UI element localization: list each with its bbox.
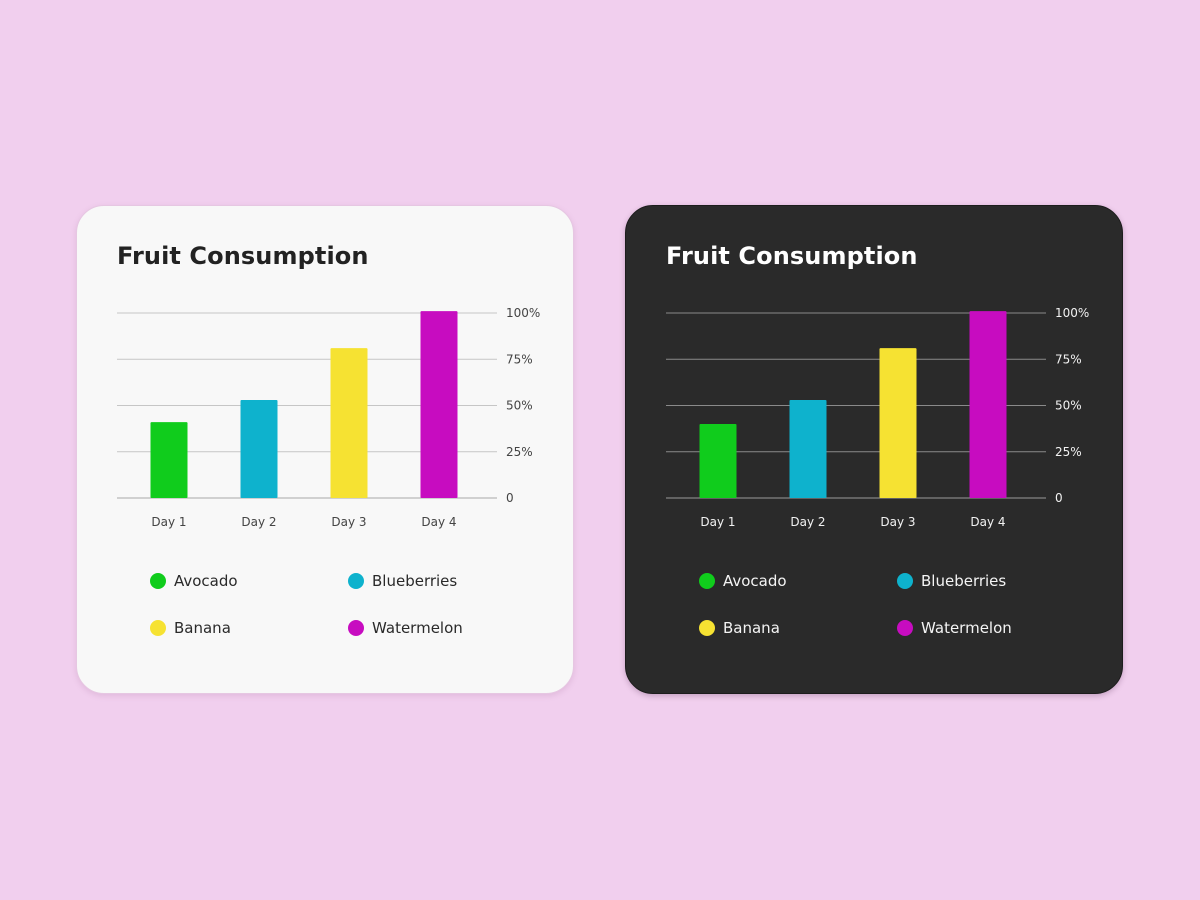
dark-bar-day-1: [699, 424, 737, 498]
light-bar-day-3: [330, 348, 368, 498]
light-legend-swatch: [348, 573, 364, 589]
light-legend-item-blueberries: Blueberries: [348, 570, 457, 592]
dark-legend-label: Banana: [723, 619, 780, 637]
light-chart-legend: Avocado Blueberries Banana Watermelon: [150, 570, 530, 670]
light-legend-item-watermelon: Watermelon: [348, 617, 463, 639]
dark-x-tick-label: Day 3: [880, 515, 915, 529]
dark-bar-day-3: [879, 348, 917, 498]
dark-x-tick-label: Day 4: [970, 515, 1005, 529]
light-x-tick-label: Day 1: [151, 515, 186, 529]
dark-chart-legend: Avocado Blueberries Banana Watermelon: [699, 570, 1079, 670]
light-legend-label: Watermelon: [372, 619, 463, 637]
dark-bar-day-2: [789, 399, 827, 498]
light-y-tick-label: 100%: [506, 306, 540, 320]
light-bar-day-1: [150, 422, 188, 498]
dark-y-tick-label: 100%: [1055, 306, 1089, 320]
light-x-tick-label: Day 3: [331, 515, 366, 529]
light-bar-day-2: [240, 399, 278, 498]
light-chart-title: Fruit Consumption: [117, 242, 369, 270]
dark-legend-label: Watermelon: [921, 619, 1012, 637]
dark-legend-label: Avocado: [723, 572, 787, 590]
light-bar-chart: 0 25% 50% 75% 100% Day 1 Day 2 Day 3 Day 4: [117, 306, 540, 529]
dark-legend-item-avocado: Avocado: [699, 570, 787, 592]
dark-x-tick-label: Day 1: [700, 515, 735, 529]
light-legend-label: Avocado: [174, 572, 238, 590]
dark-legend-swatch: [897, 573, 913, 589]
light-legend-item-avocado: Avocado: [150, 570, 238, 592]
dark-legend-item-blueberries: Blueberries: [897, 570, 1006, 592]
light-chart-card: Fruit Consumption 0 25% 50% 75% 100% Day 1 Day…: [76, 205, 574, 694]
dark-y-tick-label: 25%: [1055, 445, 1082, 459]
light-legend-label: Banana: [174, 619, 231, 637]
dark-x-tick-label: Day 2: [790, 515, 825, 529]
dark-legend-swatch: [897, 620, 913, 636]
light-legend-swatch: [348, 620, 364, 636]
light-legend-label: Blueberries: [372, 572, 458, 590]
light-legend-item-banana: Banana: [150, 617, 231, 639]
dark-legend-swatch: [699, 620, 715, 636]
dark-legend-item-banana: Banana: [699, 617, 780, 639]
dark-bar-day-4: [969, 311, 1007, 498]
light-y-tick-label: 25%: [506, 445, 533, 459]
dark-bar-chart: 0 25% 50% 75% 100% Day 1 Day 2 Day 3 Day 4: [666, 306, 1089, 529]
dark-legend-swatch: [699, 573, 715, 589]
light-legend-swatch: [150, 620, 166, 636]
dark-chart-title: Fruit Consumption: [666, 242, 918, 270]
dark-y-tick-label: 50%: [1055, 399, 1082, 413]
dark-legend-label: Blueberries: [921, 572, 1007, 590]
light-y-tick-label: 75%: [506, 352, 533, 366]
light-y-tick-label: 0: [506, 491, 514, 505]
light-y-tick-label: 50%: [506, 399, 533, 413]
dark-legend-item-watermelon: Watermelon: [897, 617, 1012, 639]
dark-chart-card: Fruit Consumption 0 25% 50% 75% 100% Day 1 Day…: [625, 205, 1123, 694]
light-x-tick-label: Day 4: [421, 515, 456, 529]
dark-y-tick-label: 75%: [1055, 352, 1082, 366]
light-bar-day-4: [420, 311, 458, 498]
light-legend-swatch: [150, 573, 166, 589]
light-x-tick-label: Day 2: [241, 515, 276, 529]
dark-y-tick-label: 0: [1055, 491, 1063, 505]
